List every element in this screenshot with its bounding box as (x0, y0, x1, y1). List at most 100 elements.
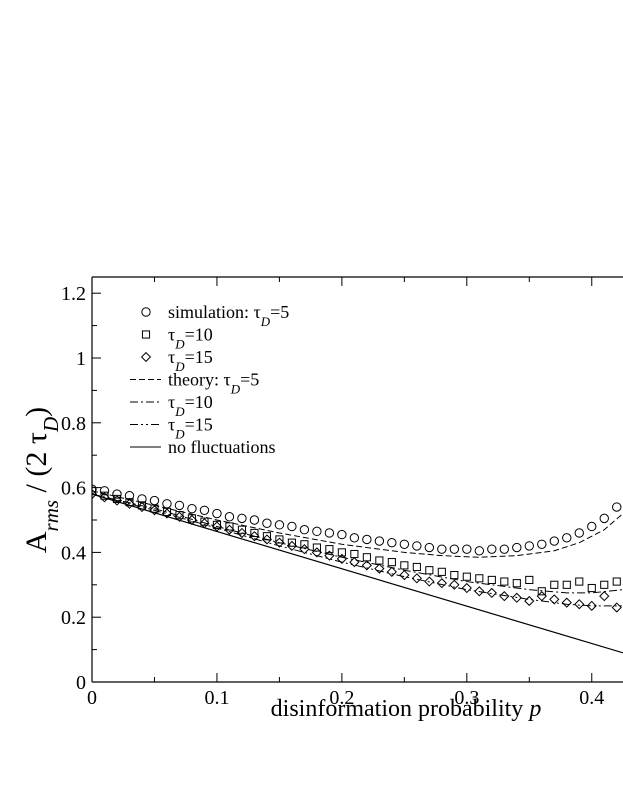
data-point-square (587, 583, 596, 593)
data-point-diamond (411, 573, 422, 584)
y-axis-label: Arms / (2 τD) (20, 407, 63, 553)
data-point-circle (449, 544, 460, 554)
data-point-circle (212, 508, 222, 519)
data-point-square (412, 562, 421, 572)
data-point-diamond (286, 540, 298, 552)
data-point-square (450, 571, 459, 580)
data-point-circle (474, 546, 485, 556)
legend-label: simulation: τD=5 (168, 302, 289, 329)
series-line-solid (92, 493, 623, 654)
legend-symbol (141, 330, 151, 339)
data-point-square (300, 540, 309, 549)
x-axis-label: disinformation probability p (271, 696, 542, 722)
data-point-square (487, 575, 496, 585)
data-point-square (387, 558, 396, 567)
data-point-circle (387, 537, 397, 548)
data-point-diamond (574, 599, 585, 610)
data-point-diamond (311, 547, 323, 558)
legend-marker-circle (141, 307, 151, 317)
data-point-diamond (561, 597, 572, 608)
data-point-square (275, 535, 284, 544)
data-point-circle (262, 518, 272, 528)
data-point-diamond (599, 591, 610, 602)
data-point-square (250, 528, 259, 538)
data-point-square (137, 501, 147, 510)
data-point-diamond (349, 557, 360, 568)
series-line-dashdotdot (92, 493, 623, 607)
x-tick-label: 0.2 (329, 687, 354, 709)
data-point-circle (187, 503, 197, 514)
data-point-circle (437, 544, 447, 554)
data-point-circle (312, 526, 322, 537)
data-point-diamond (299, 544, 310, 555)
data-point-diamond (486, 587, 497, 599)
data-point-diamond (424, 576, 435, 587)
data-point-square (350, 549, 359, 559)
legend-label: τD=15 (168, 347, 213, 374)
y-tick-label: 0.6 (61, 478, 86, 500)
data-point-diamond (436, 578, 447, 589)
data-point-diamond (186, 514, 198, 526)
data-point-circle (237, 513, 247, 524)
data-point-circle (549, 536, 559, 546)
data-point-square (512, 579, 521, 588)
data-point-diamond (92, 488, 98, 500)
data-point-diamond (99, 492, 110, 503)
data-point-diamond (111, 495, 123, 506)
data-point-diamond (324, 550, 335, 561)
data-point-diamond (124, 498, 135, 509)
data-point-diamond (586, 600, 597, 611)
data-point-square (475, 574, 484, 583)
data-point-circle (324, 528, 335, 538)
data-point-square (200, 517, 209, 526)
data-point-circle (612, 502, 622, 512)
axes: 0 0.1 0.2 0.3 0.4 0 0.2 0.4 0.6 0.8 1 1.2 (61, 276, 623, 709)
data-point-square (400, 561, 409, 570)
x-tick-label: 0.4 (579, 687, 604, 709)
data-point-square (100, 491, 109, 500)
legend-symbol (141, 307, 151, 317)
data-point-square (187, 514, 197, 523)
data-point-square (550, 580, 559, 589)
data-point-diamond (499, 591, 510, 602)
y-tick-label: 0.2 (61, 607, 86, 629)
data-point-square (362, 553, 371, 562)
data-point-circle (462, 544, 472, 554)
data-point-square (537, 587, 546, 596)
y-tick-label: 0.8 (61, 413, 86, 435)
data-point-diamond (249, 531, 260, 542)
y-tick-label: 0 (76, 672, 86, 694)
data-point-square (150, 504, 159, 513)
data-point-circle (337, 529, 347, 540)
data-point-circle (174, 500, 185, 511)
data-point-square (525, 575, 534, 585)
data-point-square (125, 498, 134, 507)
data-point-diamond (236, 527, 248, 539)
data-point-diamond (524, 595, 535, 607)
data-point-diamond (199, 518, 210, 529)
data-point-square (425, 566, 434, 575)
data-point-square (162, 507, 172, 516)
data-point-diamond (174, 511, 185, 522)
data-point-diamond (149, 505, 160, 516)
data-point-diamond (449, 579, 460, 590)
legend-label: τD=15 (168, 415, 213, 442)
data-point-diamond (461, 582, 472, 594)
data-point-diamond (549, 594, 560, 605)
data-point-square (337, 548, 346, 557)
data-point-diamond (511, 592, 522, 603)
data-point-circle (249, 515, 260, 525)
axis-labels: disinformation probability p Arms / (2 τD… (20, 407, 541, 722)
data-point-circle (287, 521, 297, 532)
data-point-square (312, 543, 321, 552)
data-point-circle (424, 542, 435, 553)
data-point-square (175, 511, 184, 520)
data-point-square (500, 577, 509, 586)
plot-marks (92, 484, 623, 654)
data-point-circle (162, 499, 172, 509)
series-line-dashdot (92, 493, 623, 594)
data-point-circle (512, 542, 522, 553)
y-tick-label: 0.4 (61, 542, 86, 564)
data-point-square (112, 494, 122, 504)
